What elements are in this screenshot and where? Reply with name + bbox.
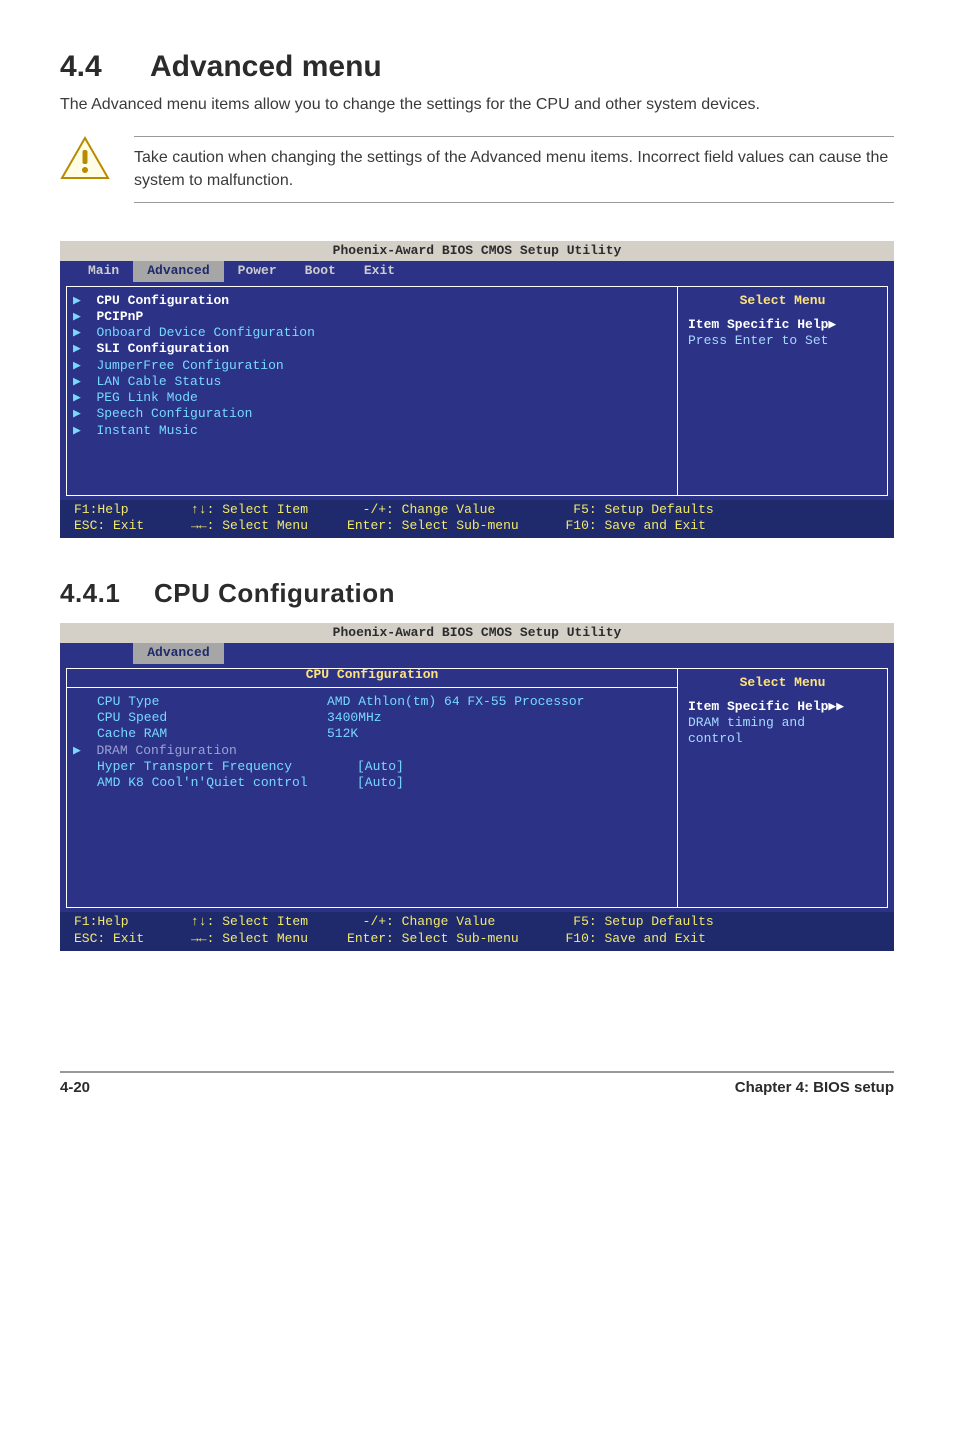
tab-power[interactable]: Power: [224, 261, 291, 281]
bios-menu-panel: CPU Configuration CPU TypeAMD Athlon(tm)…: [66, 668, 678, 909]
caution-block: Take caution when changing the settings …: [60, 130, 894, 217]
help-line: Item Specific Help▶▶: [688, 699, 877, 715]
bios-title: Phoenix-Award BIOS CMOS Setup Utility: [60, 623, 894, 643]
bios-title: Phoenix-Award BIOS CMOS Setup Utility: [60, 241, 894, 261]
subsection-heading: 4.4.1CPU Configuration: [60, 578, 894, 609]
intro-text: The Advanced menu items allow you to cha…: [60, 94, 894, 116]
config-row: CPU TypeAMD Athlon(tm) 64 FX-55 Processo…: [73, 694, 667, 710]
config-row: Cache RAM512K: [73, 726, 667, 742]
menu-item: ▶ Instant Music: [73, 423, 667, 439]
help-title: Select Menu: [688, 293, 877, 309]
config-row: CPU Speed3400MHz: [73, 710, 667, 726]
section-number: 4.4: [60, 50, 150, 84]
bios-help-panel: Select Menu Item Specific Help▶ Press En…: [678, 286, 888, 496]
section-heading: 4.4Advanced menu: [60, 50, 894, 84]
help-line: Item Specific Help▶: [688, 317, 877, 333]
page-footer: 4-20 Chapter 4: BIOS setup: [60, 1071, 894, 1096]
tab-main[interactable]: Main: [74, 261, 133, 281]
help-line: Press Enter to Set: [688, 333, 877, 349]
menu-item: ▶ Onboard Device Configuration: [73, 325, 667, 341]
bios-screenshot-advanced: Phoenix-Award BIOS CMOS Setup Utility Ma…: [60, 241, 894, 538]
bios-footer: F1:Help ↑↓: Select Item -/+: Change Valu…: [60, 912, 894, 951]
tab-boot[interactable]: Boot: [291, 261, 350, 281]
menu-item: ▶ JumperFree Configuration: [73, 358, 667, 374]
menu-item: ▶ PEG Link Mode: [73, 390, 667, 406]
subsection-title: CPU Configuration: [154, 578, 395, 608]
tab-advanced[interactable]: Advanced: [133, 643, 223, 663]
subsection-number: 4.4.1: [60, 578, 154, 609]
page-number: 4-20: [60, 1079, 90, 1096]
bios-menu-panel: ▶ CPU Configuration ▶ PCIPnP ▶ Onboard D…: [66, 286, 678, 496]
menu-item: ▶ Speech Configuration: [73, 406, 667, 422]
caution-text: Take caution when changing the settings …: [134, 147, 894, 192]
section-title-text: Advanced menu: [150, 50, 382, 83]
tab-exit[interactable]: Exit: [350, 261, 409, 281]
menu-item: ▶ SLI Configuration: [73, 341, 667, 357]
config-row[interactable]: AMD K8 Cool'n'Quiet control[Auto]: [73, 775, 667, 791]
bios-footer: F1:Help ↑↓: Select Item -/+: Change Valu…: [60, 500, 894, 539]
chapter-label: Chapter 4: BIOS setup: [735, 1079, 894, 1096]
bios-tabs: Main Advanced: [60, 643, 894, 663]
menu-item: ▶ CPU Configuration: [73, 293, 667, 309]
help-line: DRAM timing and: [688, 715, 877, 731]
config-row[interactable]: Hyper Transport Frequency[Auto]: [73, 759, 667, 775]
bios-help-panel: Select Menu Item Specific Help▶▶ DRAM ti…: [678, 668, 888, 909]
caution-icon: [60, 136, 110, 180]
menu-item: ▶ LAN Cable Status: [73, 374, 667, 390]
bios-tabs: Main Advanced Power Boot Exit: [60, 261, 894, 281]
help-line: control: [688, 731, 877, 747]
config-row-highlight[interactable]: ▶ DRAM Configuration: [73, 743, 667, 759]
tab-advanced[interactable]: Advanced: [133, 261, 223, 281]
panel-title: CPU Configuration: [67, 663, 677, 688]
bios-screenshot-cpu-config: Phoenix-Award BIOS CMOS Setup Utility Ma…: [60, 623, 894, 951]
help-title: Select Menu: [688, 675, 877, 691]
menu-item: ▶ PCIPnP: [73, 309, 667, 325]
